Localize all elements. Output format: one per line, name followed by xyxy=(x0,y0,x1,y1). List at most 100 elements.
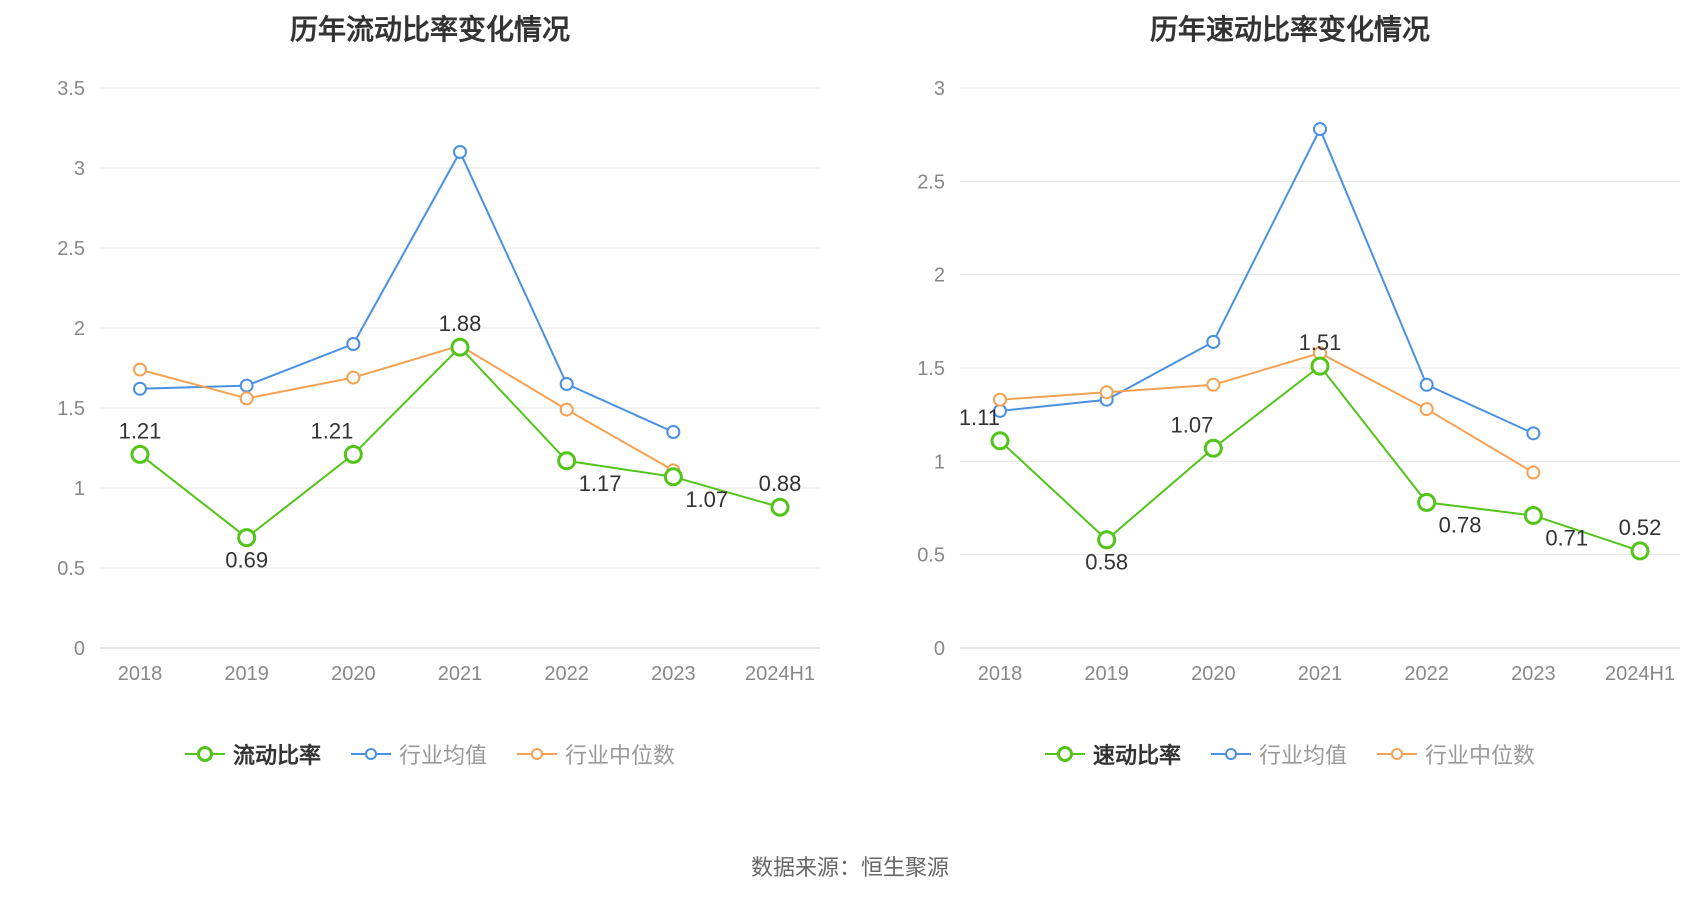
left-chart-title: 历年流动比率变化情况 xyxy=(20,8,840,48)
data-source-label: 数据来源：恒生聚源 xyxy=(0,850,1700,882)
series-marker-primary xyxy=(1205,440,1221,456)
legend-label: 行业均值 xyxy=(1259,738,1347,770)
x-tick-label: 2020 xyxy=(1191,663,1236,685)
series-line-avg xyxy=(140,152,673,432)
chart-container: 历年流动比率变化情况 00.511.522.533.52018201920202… xyxy=(0,0,1700,918)
data-label: 0.69 xyxy=(225,548,268,573)
series-marker-primary xyxy=(345,446,361,462)
series-marker-median xyxy=(561,404,573,416)
y-tick-label: 2 xyxy=(934,265,945,287)
series-marker-primary xyxy=(132,446,148,462)
data-label: 1.88 xyxy=(439,311,482,336)
y-tick-label: 0 xyxy=(934,638,945,660)
data-label: 0.88 xyxy=(759,471,802,496)
series-marker-median xyxy=(241,392,253,404)
data-label: 1.21 xyxy=(119,418,162,443)
series-marker-avg xyxy=(454,146,466,158)
series-marker-primary xyxy=(452,339,468,355)
series-line-median xyxy=(1000,353,1533,472)
legend-marker-icon xyxy=(1377,744,1417,764)
series-marker-avg xyxy=(667,426,679,438)
series-marker-primary xyxy=(559,453,575,469)
x-tick-label: 2023 xyxy=(1511,663,1556,685)
legend-marker-icon xyxy=(351,744,391,764)
data-label: 0.71 xyxy=(1545,525,1588,550)
series-marker-primary xyxy=(1419,494,1435,510)
y-tick-label: 1.5 xyxy=(917,358,945,380)
series-marker-avg xyxy=(1207,336,1219,348)
y-tick-label: 0 xyxy=(74,638,85,660)
y-tick-label: 0.5 xyxy=(917,545,945,567)
right-panel: 历年速动比率变化情况 00.511.522.532018201920202021… xyxy=(860,0,1700,830)
legend-label: 行业均值 xyxy=(399,738,487,770)
y-tick-label: 0.5 xyxy=(57,558,85,580)
series-marker-avg xyxy=(134,383,146,395)
legend-marker-icon xyxy=(1045,744,1085,764)
left-chart-area: 00.511.522.533.5201820192020202120222023… xyxy=(20,58,840,698)
series-marker-avg xyxy=(561,378,573,390)
x-tick-label: 2020 xyxy=(331,663,376,685)
y-tick-label: 3 xyxy=(934,78,945,100)
series-marker-median xyxy=(347,372,359,384)
y-tick-label: 1 xyxy=(74,478,85,500)
y-tick-label: 2.5 xyxy=(917,171,945,193)
legend-item-median[interactable]: 行业中位数 xyxy=(517,738,675,770)
x-tick-label: 2021 xyxy=(438,663,483,685)
legend-label: 行业中位数 xyxy=(565,738,675,770)
data-label: 0.58 xyxy=(1085,550,1128,575)
panels-row: 历年流动比率变化情况 00.511.522.533.52018201920202… xyxy=(0,0,1700,830)
legend-marker-icon xyxy=(185,744,225,764)
x-tick-label: 2023 xyxy=(651,663,696,685)
series-marker-primary xyxy=(665,469,681,485)
y-tick-label: 1 xyxy=(934,451,945,473)
legend-label: 速动比率 xyxy=(1093,738,1181,770)
legend-marker-icon xyxy=(1211,744,1251,764)
data-label: 0.52 xyxy=(1619,515,1662,540)
series-marker-primary xyxy=(1632,543,1648,559)
series-marker-median xyxy=(134,364,146,376)
data-label: 1.17 xyxy=(579,471,622,496)
series-marker-avg xyxy=(1314,123,1326,135)
data-label: 1.51 xyxy=(1299,330,1342,355)
data-label: 1.07 xyxy=(685,487,728,512)
y-tick-label: 3 xyxy=(74,158,85,180)
legend-item-avg[interactable]: 行业均值 xyxy=(351,738,487,770)
x-tick-label: 2019 xyxy=(224,663,269,685)
y-tick-label: 1.5 xyxy=(57,398,85,420)
data-label: 1.11 xyxy=(959,405,1000,430)
left-legend: 流动比率 行业均值 行业中位数 xyxy=(20,738,840,770)
series-marker-median xyxy=(1527,467,1539,479)
legend-label: 流动比率 xyxy=(233,738,321,770)
series-line-avg xyxy=(1000,129,1533,433)
right-chart-area: 00.511.522.53201820192020202120222023202… xyxy=(880,58,1700,698)
legend-label: 行业中位数 xyxy=(1425,738,1535,770)
data-label: 1.21 xyxy=(311,418,354,443)
series-marker-primary xyxy=(992,433,1008,449)
y-tick-label: 2 xyxy=(74,318,85,340)
data-label: 0.78 xyxy=(1439,512,1482,537)
series-marker-primary xyxy=(239,530,255,546)
series-marker-avg xyxy=(241,380,253,392)
series-marker-median xyxy=(1207,379,1219,391)
series-marker-median xyxy=(1101,386,1113,398)
right-chart-title: 历年速动比率变化情况 xyxy=(880,8,1700,48)
y-tick-label: 2.5 xyxy=(57,238,85,260)
right-legend: 速动比率 行业均值 行业中位数 xyxy=(880,738,1700,770)
left-chart-svg: 00.511.522.533.5201820192020202120222023… xyxy=(20,58,840,698)
legend-item-primary[interactable]: 速动比率 xyxy=(1045,738,1181,770)
left-panel: 历年流动比率变化情况 00.511.522.533.52018201920202… xyxy=(0,0,860,830)
legend-marker-icon xyxy=(517,744,557,764)
series-marker-avg xyxy=(1527,427,1539,439)
series-marker-primary xyxy=(1312,358,1328,374)
legend-item-primary[interactable]: 流动比率 xyxy=(185,738,321,770)
series-marker-avg xyxy=(1421,379,1433,391)
series-line-primary xyxy=(140,347,780,537)
series-marker-primary xyxy=(1525,507,1541,523)
x-tick-label: 2024H1 xyxy=(1605,663,1675,685)
legend-item-median[interactable]: 行业中位数 xyxy=(1377,738,1535,770)
data-label: 1.07 xyxy=(1171,412,1214,437)
series-marker-primary xyxy=(1099,532,1115,548)
x-tick-label: 2024H1 xyxy=(745,663,815,685)
legend-item-avg[interactable]: 行业均值 xyxy=(1211,738,1347,770)
x-tick-label: 2018 xyxy=(978,663,1023,685)
